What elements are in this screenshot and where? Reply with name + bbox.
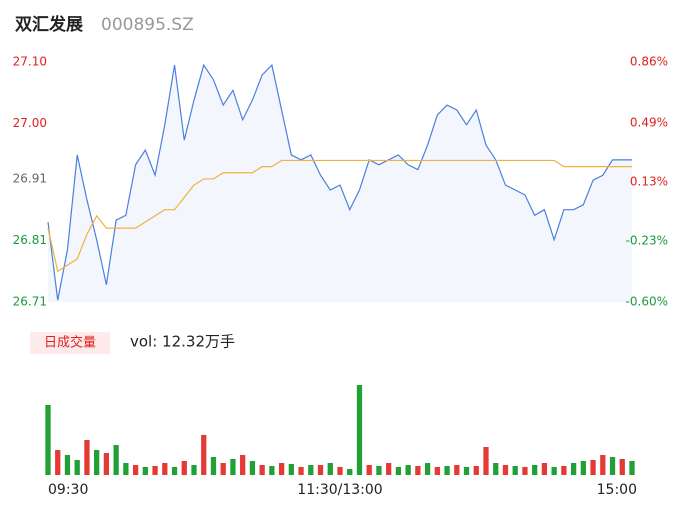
price-area xyxy=(48,65,632,302)
volume-bar xyxy=(94,450,100,475)
x-tick-label: 11:30/13:00 xyxy=(297,482,382,498)
volume-bar xyxy=(298,467,304,475)
volume-bar xyxy=(55,450,61,475)
volume-bar xyxy=(269,466,275,475)
y-tick-label: 27.10 xyxy=(13,55,47,69)
volume-bar xyxy=(405,465,411,475)
volume-bar xyxy=(123,463,129,475)
volume-bar xyxy=(181,461,187,475)
volume-bar xyxy=(308,465,314,475)
volume-bar xyxy=(74,460,80,475)
y2-tick-label: 0.13% xyxy=(630,175,668,189)
volume-bar xyxy=(64,455,71,475)
volume-text: vol: 12.32万手 xyxy=(130,333,235,351)
volume-bar xyxy=(386,463,392,475)
volume-bar xyxy=(220,463,226,475)
volume-bar xyxy=(288,464,294,475)
volume-bar xyxy=(541,463,548,475)
volume-bar xyxy=(327,463,333,475)
volume-bar xyxy=(512,466,518,475)
volume-bar xyxy=(84,440,90,475)
volume-bar xyxy=(629,461,635,475)
y2-tick-label: 0.86% xyxy=(630,55,668,69)
volume-bar xyxy=(230,459,236,475)
volume-bar xyxy=(162,463,168,475)
volume-bar xyxy=(483,447,489,475)
volume-bar xyxy=(600,455,606,475)
volume-bar xyxy=(347,469,353,475)
y2-tick-label: -0.60% xyxy=(626,295,668,309)
y-tick-label: 26.91 xyxy=(13,171,47,185)
volume-bar xyxy=(317,465,324,475)
volume-bar xyxy=(249,461,256,475)
volume-bar xyxy=(493,463,499,475)
volume-bar xyxy=(191,465,197,475)
volume-bar xyxy=(356,385,363,475)
volume-bar xyxy=(103,453,110,475)
volume-bar xyxy=(278,463,285,475)
volume-bar xyxy=(113,445,119,475)
y2-tick-label: -0.23% xyxy=(626,234,668,248)
volume-bar xyxy=(201,435,207,475)
volume-bar xyxy=(609,457,616,475)
y-tick-label: 27.00 xyxy=(13,116,47,130)
volume-bar xyxy=(424,463,431,475)
volume-bar xyxy=(142,467,148,475)
volume-bar xyxy=(337,467,343,475)
x-tick-label: 09:30 xyxy=(48,482,88,498)
volume-bar xyxy=(240,455,246,475)
volume-bar xyxy=(395,467,402,475)
stock-code: 000895.SZ xyxy=(101,15,194,35)
volume-bar xyxy=(259,465,265,475)
volume-bar xyxy=(415,466,421,475)
volume-bar xyxy=(580,461,586,475)
volume-bar xyxy=(473,466,479,475)
volume-bar xyxy=(210,457,217,475)
volume-bar xyxy=(366,465,372,475)
volume-bar xyxy=(502,465,509,475)
x-tick-label: 15:00 xyxy=(597,482,637,498)
volume-label-box xyxy=(30,332,110,354)
volume-bar xyxy=(454,465,460,475)
volume-bar xyxy=(619,459,625,475)
volume-bar xyxy=(171,467,178,475)
volume-bar xyxy=(590,460,596,475)
volume-bar xyxy=(532,465,538,475)
volume-bar xyxy=(152,466,158,475)
volume-bar xyxy=(444,466,450,475)
volume-label: 日成交量 xyxy=(44,335,96,351)
stock-name: 双汇发展 xyxy=(15,14,83,35)
y-tick-label: 26.81 xyxy=(13,233,47,247)
volume-bar xyxy=(132,465,139,475)
volume-bar xyxy=(551,467,557,475)
volume-bar xyxy=(45,405,51,475)
price-line xyxy=(47,63,632,301)
volume-bar xyxy=(522,467,528,475)
volume-bar xyxy=(463,467,470,475)
volume-bar xyxy=(434,467,440,475)
volume-bar xyxy=(570,463,577,475)
volume-bar xyxy=(376,466,382,475)
y-tick-label: 26.71 xyxy=(13,295,47,309)
volume-bar xyxy=(561,466,567,475)
average-line xyxy=(47,159,632,273)
y2-tick-label: 0.49% xyxy=(630,115,668,129)
